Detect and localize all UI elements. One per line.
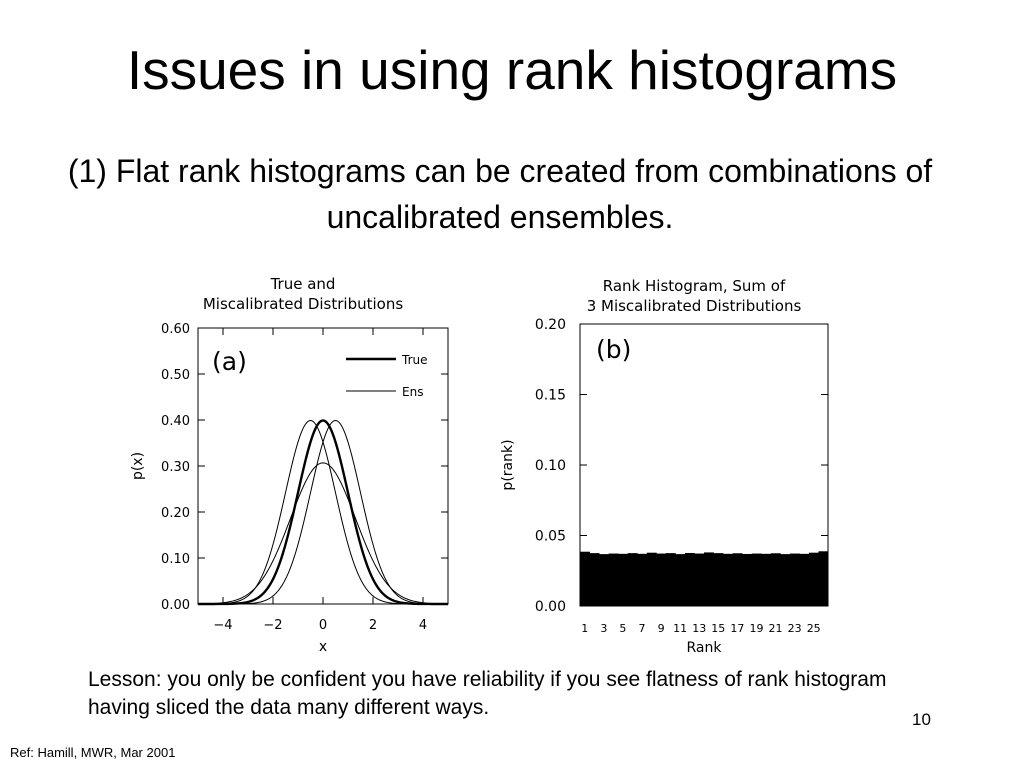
chart-b-bar [761,553,772,606]
chart-b-bar [770,553,781,606]
chart-b-bar [675,554,686,606]
chart-b-xtick-label: 3 [600,622,607,635]
page-number: 10 [912,710,931,729]
chart-b-bar [789,553,800,606]
chart-b-bar [589,553,600,606]
chart-b-bar [799,553,810,606]
chart-b-bar [684,552,695,606]
chart-a-xtick-label: −2 [263,618,282,633]
chart-b-xtick-label: 25 [807,622,821,635]
chart-b-xtick-label: 5 [619,622,626,635]
chart-a-curve-true [198,419,448,606]
lesson-text: Lesson: you only be confident you have r… [88,668,887,719]
chart-b-ytick-label: 0.05 [535,529,566,545]
chart-b-bar [637,553,648,606]
chart-a-ytick-label: 0.00 [161,598,190,613]
chart-b-bar [646,552,657,606]
chart-b-bar [618,553,629,606]
chart-a-xtick-label: 2 [369,618,377,633]
chart-b-xlabel: Rank [687,640,723,656]
chart-b-ytick-label: 0.10 [535,458,566,474]
chart-a-curve-ens [198,419,448,605]
chart-b-title-line: 3 Miscalibrated Distributions [587,297,802,315]
chart-a-ytick-label: 0.50 [161,368,190,383]
chart-b-ylabel: p(rank) [500,439,516,490]
chart-b-xtick-label: 17 [730,622,744,635]
chart-b-panel-label: (b) [596,335,631,364]
chart-b-ytick-label: 0.20 [535,317,566,333]
chart-a-ytick-label: 0.40 [161,414,190,429]
chart-b-bar [818,551,829,606]
chart-b-bar [599,554,610,606]
chart-b-bar [665,553,676,606]
chart-b-bar [751,553,762,606]
chart-b-bar [723,553,734,606]
chart-a-ytick-label: 0.60 [161,322,190,337]
chart-b-bar [580,551,590,606]
chart-b-bar [808,552,819,606]
chart-b-xtick-label: 1 [581,622,588,635]
chart-a-title-line: True and [270,275,336,293]
slide-title: Issues in using rank histograms [126,39,898,101]
chart-a-true-miscalibrated: True and Miscalibrated Distributions 0.00 0… [130,275,449,655]
chart-a-curve-ens [197,462,449,605]
chart-b-bar [627,553,638,606]
chart-a-legend-label: True [401,353,428,367]
chart-a-panel-label: (a) [212,347,247,376]
chart-a-xtick-label: −4 [213,618,232,633]
chart-b-bar [713,553,724,606]
chart-a-ytick-label: 0.30 [161,460,190,475]
chart-a-ytick-label: 0.20 [161,506,190,521]
chart-b-xtick-label: 15 [711,622,725,635]
chart-b-rank-histogram: Rank Histogram, Sum of 3 Miscalibrated Di… [500,277,829,656]
chart-b-bar [742,553,753,606]
chart-a-xtick-label: 4 [419,618,427,633]
chart-b-title-line: Rank Histogram, Sum of [603,277,786,295]
chart-b-bar [732,553,743,606]
chart-a-title-line: Miscalibrated Distributions [203,295,403,313]
chart-b-bar [656,553,667,606]
chart-b-xtick-label: 19 [749,622,763,635]
chart-a-xlabel: x [319,639,327,655]
chart-b-xtick-label: 7 [639,622,646,635]
chart-a-legend-label: Ens [402,385,423,399]
chart-b-xtick-label: 13 [692,622,706,635]
chart-b-bar [780,554,791,606]
chart-b-xtick-label: 11 [673,622,687,635]
chart-b-ytick-label: 0.00 [535,599,566,615]
chart-b-xtick-label: 23 [788,622,802,635]
chart-b-bar [704,552,714,606]
slide-subtitle: (1) Flat rank histograms can be created … [67,153,933,235]
chart-b-bar [608,553,619,606]
chart-a-ytick-label: 0.10 [161,552,190,567]
chart-b-xtick-label: 9 [658,622,665,635]
chart-a-ylabel: p(x) [130,452,146,480]
chart-b-xtick-label: 21 [769,622,783,635]
chart-b-bar [694,553,705,606]
chart-a-xtick-label: 0 [319,618,327,633]
reference-text: Ref: Hamill, MWR, Mar 2001 [10,745,176,760]
chart-a-curve-ens [198,419,448,605]
chart-b-ytick-label: 0.15 [535,388,566,404]
